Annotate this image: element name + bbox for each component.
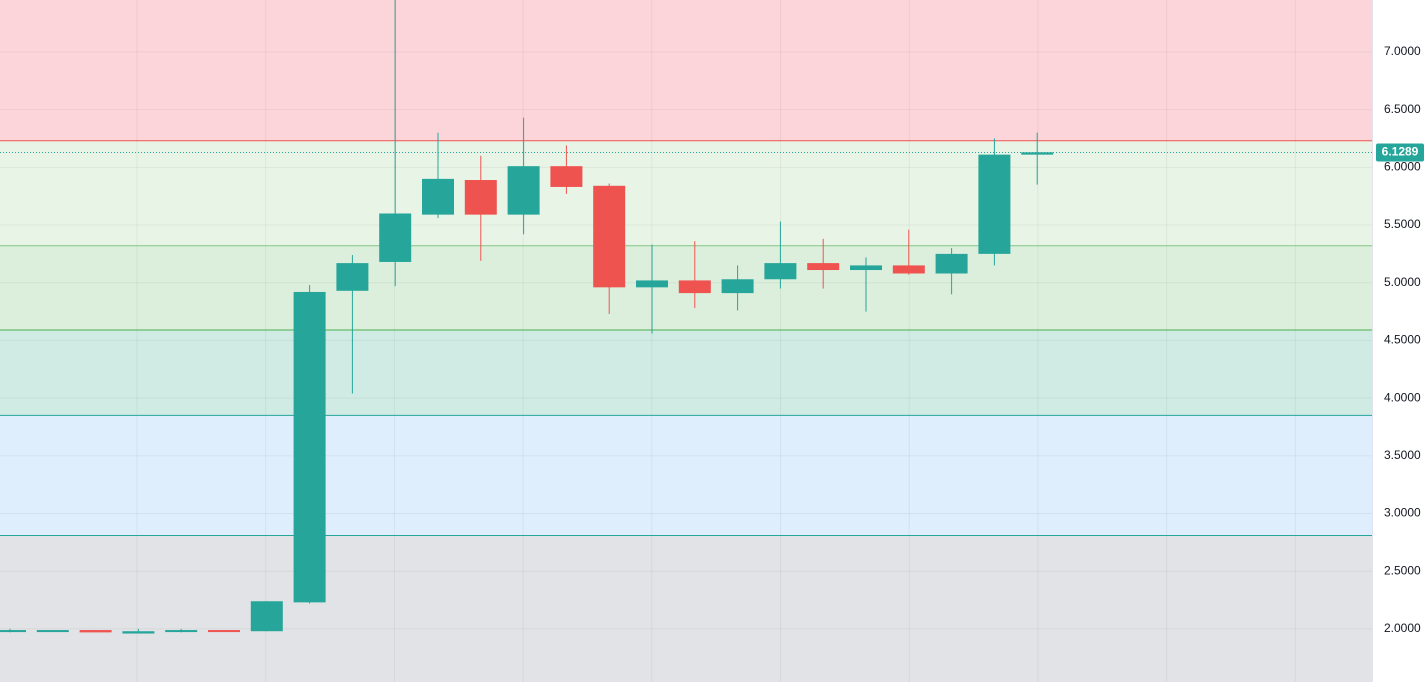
candle-body — [379, 213, 412, 262]
candle-body — [721, 279, 754, 294]
candle-body — [507, 166, 540, 215]
candle-body — [79, 630, 112, 633]
candle-body — [422, 178, 454, 215]
candle-body — [636, 280, 668, 288]
candle-body — [0, 630, 26, 633]
candle-body — [165, 630, 198, 633]
y-tick-label: 6.0000 — [1384, 159, 1421, 173]
candle-body — [678, 280, 711, 294]
candle-body — [336, 263, 369, 291]
y-tick-label: 2.0000 — [1384, 621, 1421, 635]
zone — [0, 535, 1372, 682]
y-tick-label: 3.0000 — [1384, 506, 1421, 520]
candle-body — [892, 265, 925, 274]
candle-body — [593, 185, 626, 288]
candle-body — [935, 253, 968, 274]
y-tick-label: 5.0000 — [1384, 275, 1421, 289]
y-tick-label: 4.0000 — [1384, 390, 1421, 404]
candle-body — [807, 263, 840, 271]
zone — [0, 330, 1372, 416]
last-price-box — [1376, 143, 1424, 162]
candle-body — [293, 291, 326, 603]
y-tick-label: 2.5000 — [1384, 563, 1421, 577]
candle-body — [122, 631, 155, 634]
candle-body — [208, 630, 240, 633]
y-tick-label: 4.5000 — [1384, 333, 1421, 347]
candle-body — [250, 601, 283, 632]
zone — [0, 140, 1372, 246]
y-tick-label: 3.5000 — [1384, 448, 1421, 462]
zone — [0, 0, 1372, 141]
candle-body — [36, 630, 69, 633]
candle-body — [850, 265, 882, 271]
candle-body — [1021, 152, 1054, 155]
zone — [0, 415, 1372, 536]
candle-body — [464, 180, 497, 215]
y-tick-label: 7.0000 — [1384, 44, 1421, 58]
candle-body — [978, 154, 1011, 254]
last-price-label: 6.1289 — [1382, 145, 1419, 159]
candle-body — [550, 166, 583, 187]
candle-body — [764, 263, 797, 280]
y-tick-label: 6.5000 — [1384, 102, 1421, 116]
y-tick-label: 5.5000 — [1384, 217, 1421, 231]
